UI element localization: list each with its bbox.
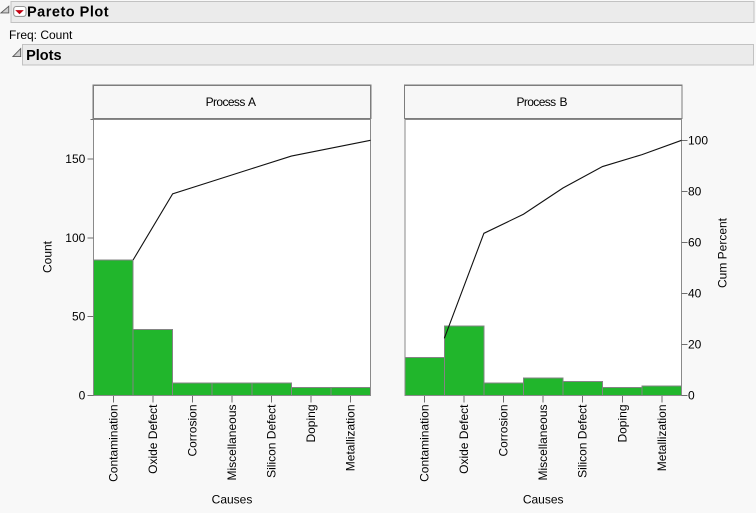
svg-text:Process A: Process A	[206, 95, 256, 109]
svg-text:Metallization: Metallization	[344, 405, 358, 472]
svg-text:Doping: Doping	[304, 405, 318, 443]
svg-text:Doping: Doping	[615, 405, 629, 443]
svg-text:Process B: Process B	[516, 95, 567, 109]
svg-text:Silicon Defect: Silicon Defect	[265, 404, 279, 478]
svg-text:Plots: Plots	[26, 48, 61, 64]
svg-text:0: 0	[688, 389, 695, 403]
svg-text:80: 80	[688, 184, 702, 198]
svg-text:20: 20	[688, 337, 702, 351]
svg-text:60: 60	[688, 235, 702, 249]
svg-text:Causes: Causes	[523, 493, 564, 507]
svg-text:Contamination: Contamination	[106, 405, 120, 482]
svg-text:Oxide Defect: Oxide Defect	[457, 404, 471, 474]
svg-text:Cum Percent: Cum Percent	[716, 217, 730, 288]
svg-text:0: 0	[79, 389, 86, 403]
svg-text:Causes: Causes	[212, 493, 253, 507]
svg-text:Freq: Count: Freq: Count	[9, 28, 73, 42]
svg-text:Contamination: Contamination	[418, 405, 432, 482]
svg-text:Corrosion: Corrosion	[185, 405, 199, 457]
svg-text:50: 50	[72, 310, 86, 324]
svg-text:100: 100	[65, 231, 85, 245]
svg-text:Metallization: Metallization	[655, 405, 669, 472]
svg-text:40: 40	[688, 286, 702, 300]
svg-text:100: 100	[688, 133, 708, 147]
svg-text:Count: Count	[41, 240, 55, 273]
svg-text:Silicon Defect: Silicon Defect	[576, 404, 590, 478]
svg-text:150: 150	[65, 152, 85, 166]
svg-text:Pareto Plot: Pareto Plot	[27, 5, 109, 21]
svg-text:Miscellaneous: Miscellaneous	[225, 405, 239, 481]
svg-text:Miscellaneous: Miscellaneous	[536, 405, 550, 481]
svg-text:Oxide Defect: Oxide Defect	[146, 404, 160, 474]
svg-text:Corrosion: Corrosion	[497, 405, 511, 457]
